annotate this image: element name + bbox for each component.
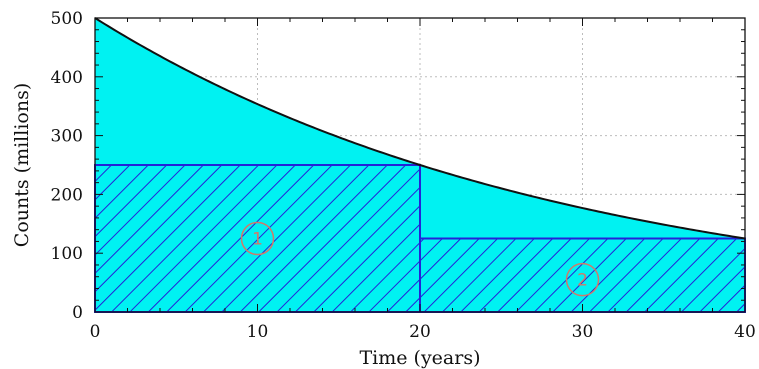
decay-curve bbox=[94, 17, 746, 240]
area-layer bbox=[94, 17, 746, 313]
x-tick-label: 40 bbox=[734, 322, 756, 342]
hatched-region-1 bbox=[94, 164, 421, 313]
y-axis-title: Counts (millions) bbox=[11, 83, 33, 247]
x-axis-title: Time (years) bbox=[359, 347, 480, 369]
x-tick-label: 20 bbox=[409, 322, 431, 342]
x-tick-label: 10 bbox=[247, 322, 269, 342]
region-label-2: 2 bbox=[577, 271, 588, 291]
region-label-1: 1 bbox=[252, 230, 263, 250]
y-tick-label: 500 bbox=[51, 9, 83, 29]
x-tick-label: 30 bbox=[572, 322, 594, 342]
y-tick-label: 0 bbox=[72, 303, 83, 323]
region-circle-2 bbox=[565, 262, 600, 297]
region-circle-1 bbox=[240, 221, 275, 256]
y-tick-label: 300 bbox=[51, 127, 83, 147]
labels: Time (years) Counts (millions) 120 10 20 30… bbox=[11, 9, 756, 369]
y-tick-label: 400 bbox=[51, 68, 83, 88]
y-tick-label: 200 bbox=[51, 185, 83, 205]
axes bbox=[94, 17, 746, 313]
y-tick-label: 100 bbox=[51, 244, 83, 264]
x-tick-label: 0 bbox=[90, 322, 101, 342]
